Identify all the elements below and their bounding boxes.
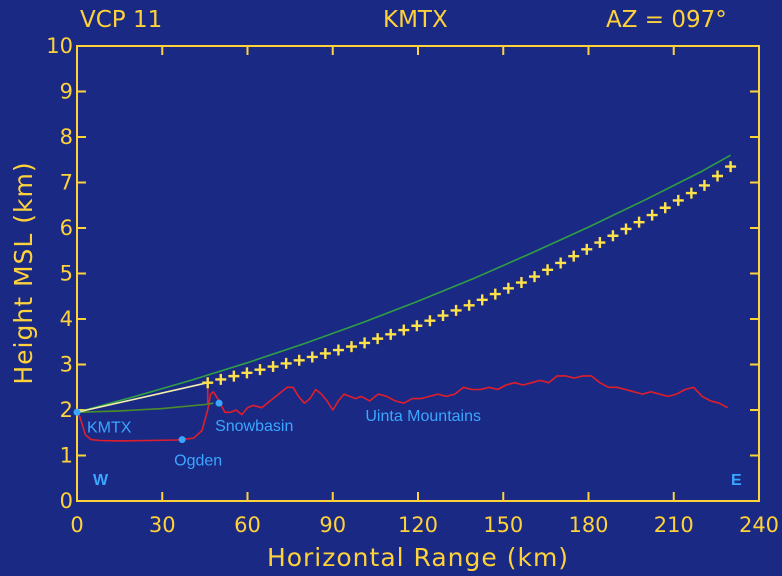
beam-center-marker bbox=[267, 361, 279, 373]
beam-center-marker bbox=[581, 243, 593, 255]
beam-center-marker bbox=[529, 271, 541, 283]
x-tick-label: 30 bbox=[149, 513, 176, 537]
y-axis-label: Height MSL (km) bbox=[9, 161, 38, 384]
data-series bbox=[76, 154, 737, 442]
y-tick-label: 0 bbox=[60, 489, 73, 513]
beam-center-marker bbox=[424, 315, 436, 327]
beam-center-marker bbox=[437, 310, 449, 322]
beam-center-marker bbox=[620, 223, 632, 235]
y-tick-label: 2 bbox=[60, 398, 73, 422]
beam-center-marker bbox=[672, 194, 684, 206]
x-tick-label: 60 bbox=[234, 513, 261, 537]
header-left: VCP 11 bbox=[80, 7, 162, 33]
kmtx-dot bbox=[73, 408, 81, 416]
beam-center-marker bbox=[607, 230, 619, 242]
beam-center-marker bbox=[319, 347, 331, 359]
beam-top-line bbox=[76, 154, 731, 414]
beam-center-marker bbox=[359, 337, 371, 349]
beam-center-marker bbox=[594, 237, 606, 249]
direction-east-label: E bbox=[731, 472, 742, 489]
beam-center-marker bbox=[215, 373, 227, 385]
beam-center-marker bbox=[712, 170, 724, 182]
beam-center-marker bbox=[633, 216, 645, 228]
y-tick-label: 4 bbox=[60, 307, 73, 331]
beam-center-marker bbox=[346, 341, 358, 353]
beam-center-marker bbox=[463, 299, 475, 311]
beam-center-marker bbox=[332, 344, 344, 356]
direction-west-label: W bbox=[93, 472, 109, 489]
beam-center-near-line bbox=[76, 381, 208, 414]
y-tick-label: 10 bbox=[46, 34, 73, 58]
beam-center-marker bbox=[698, 179, 710, 191]
header-center: KMTX bbox=[383, 7, 448, 33]
x-tick-label: 240 bbox=[739, 513, 779, 537]
beam-center-marker bbox=[254, 364, 266, 376]
beam-center-marker bbox=[372, 333, 384, 345]
header-right: AZ = 097° bbox=[606, 7, 727, 33]
x-tick-label: 120 bbox=[398, 513, 438, 537]
x-tick-label: 90 bbox=[319, 513, 346, 537]
beam-center-marker bbox=[502, 282, 514, 294]
uinta-label: Uinta Mountains bbox=[365, 408, 481, 425]
beam-center-marker bbox=[398, 324, 410, 336]
ogden-label: Ogden bbox=[174, 453, 222, 470]
x-axis-label: Horizontal Range (km) bbox=[267, 543, 569, 572]
beam-center-marker bbox=[515, 277, 527, 289]
x-tick-label: 180 bbox=[568, 513, 608, 537]
beam-center-marker bbox=[306, 351, 318, 363]
snowbasin-label: Snowbasin bbox=[215, 418, 293, 435]
y-tick-label: 7 bbox=[60, 171, 73, 195]
kmtx-label: KMTX bbox=[87, 419, 132, 436]
beam-center-marker bbox=[202, 377, 214, 389]
x-tick-label: 0 bbox=[70, 513, 83, 537]
beam-bottom-line bbox=[76, 402, 214, 414]
beam-center-marker bbox=[659, 202, 671, 214]
snowbasin-dot bbox=[215, 399, 223, 407]
beam-center-marker bbox=[476, 294, 488, 306]
y-tick-label: 8 bbox=[60, 125, 73, 149]
beam-center-marker bbox=[568, 250, 580, 262]
beam-center-marker bbox=[385, 328, 397, 340]
y-tick-label: 9 bbox=[60, 80, 73, 104]
annotations: KMTX Ogden Snowbasin Uinta Mountains W E bbox=[73, 399, 742, 489]
beam-center-marker bbox=[228, 370, 240, 382]
axis-ticks: 0 30 60 90 120 150 180 210 240 0 1 2 3 4 5 6 7 8 9 10 bbox=[46, 34, 779, 537]
beam-center-marker bbox=[555, 257, 567, 269]
beam-center-marker bbox=[411, 320, 423, 332]
beam-center-marker bbox=[280, 357, 292, 369]
y-tick-label: 1 bbox=[60, 444, 73, 468]
ogden-dot bbox=[178, 436, 186, 444]
beam-center-marker bbox=[646, 209, 658, 221]
beam-center-marker bbox=[489, 288, 501, 300]
x-tick-label: 210 bbox=[654, 513, 694, 537]
beam-center-marker bbox=[450, 304, 462, 316]
x-tick-label: 150 bbox=[483, 513, 523, 537]
beam-center-marker bbox=[293, 354, 305, 366]
y-tick-label: 6 bbox=[60, 216, 73, 240]
terrain-line bbox=[76, 375, 729, 442]
y-tick-label: 5 bbox=[60, 262, 73, 286]
beam-center-marker bbox=[542, 264, 554, 276]
beam-center-marker bbox=[241, 367, 253, 379]
y-tick-label: 3 bbox=[60, 353, 73, 377]
beam-center-marker bbox=[685, 187, 697, 199]
beam-center-marker bbox=[725, 161, 737, 173]
